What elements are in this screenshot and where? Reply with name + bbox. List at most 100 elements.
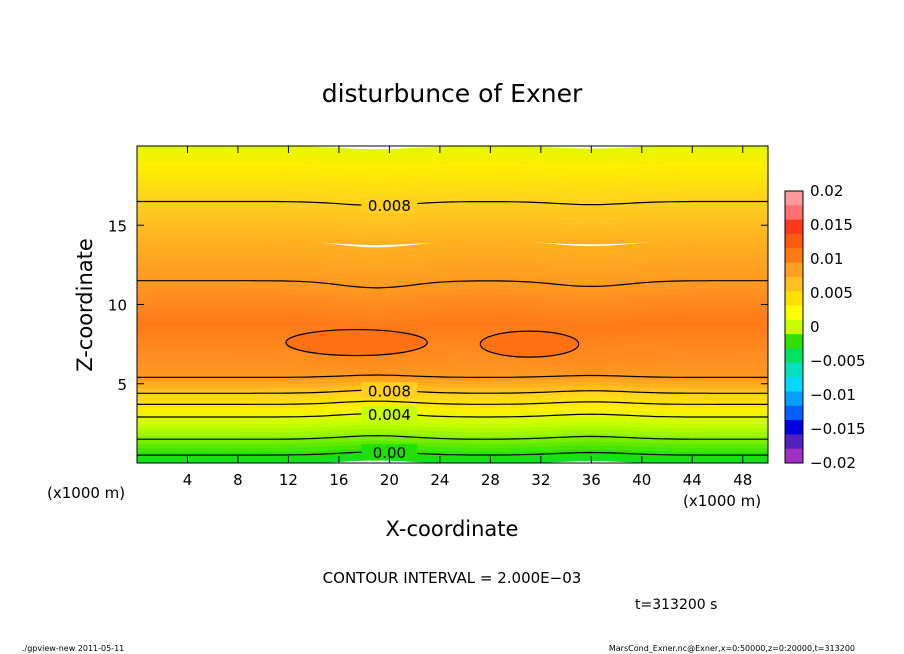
color-band <box>137 209 768 218</box>
color-band <box>137 146 768 154</box>
color-band <box>137 150 768 158</box>
x-axis-label: X-coordinate <box>386 517 519 541</box>
color-band <box>137 308 768 320</box>
color-bands <box>137 146 768 463</box>
colorbar-labels: 0.02 0.015 0.01 0.005 0 −0.005 −0.01 −0.015 −0.0… <box>810 182 866 472</box>
colorbar-label-7: −0.015 <box>810 420 866 438</box>
color-band <box>137 253 768 265</box>
color-band <box>137 316 768 328</box>
color-band <box>137 185 768 194</box>
colorbar-swatch-10 <box>785 334 803 349</box>
x-tick-label-10: 44 <box>683 471 702 489</box>
colorbar-swatch-18 <box>785 448 803 464</box>
contour-line <box>137 435 768 440</box>
colorbar-swatch-9 <box>785 319 803 335</box>
color-band <box>137 249 768 261</box>
color-band <box>137 332 768 344</box>
color-band <box>137 440 768 448</box>
contour-lines <box>137 197 768 461</box>
color-band <box>137 241 768 253</box>
x-tick-label-3: 16 <box>329 471 348 489</box>
colorbar-swatch-17 <box>785 434 803 450</box>
y-axis-label: Z-coordinate <box>73 238 97 372</box>
color-band <box>137 451 768 460</box>
color-band <box>137 225 768 234</box>
color-band <box>137 264 768 276</box>
contour-line <box>137 412 768 418</box>
color-band <box>137 189 768 198</box>
color-band <box>137 157 768 166</box>
contour-label-gap <box>361 405 418 422</box>
contour-line <box>137 200 768 206</box>
color-band <box>137 436 768 444</box>
color-band <box>137 245 768 257</box>
color-band <box>137 233 768 242</box>
x-tick-label-6: 28 <box>481 471 500 489</box>
contour-line <box>137 451 768 456</box>
color-band <box>137 193 768 202</box>
color-band <box>137 296 768 308</box>
contour-label-gap <box>361 382 418 399</box>
colorbar-swatch-5 <box>785 262 803 278</box>
color-band <box>137 424 768 433</box>
x-tick-label-8: 36 <box>582 471 601 489</box>
color-band <box>137 363 768 375</box>
colorbar-swatch-14 <box>785 391 803 407</box>
color-band <box>137 181 768 190</box>
colorbar-label-8: −0.02 <box>810 454 856 472</box>
footer-left: ./gpview-new 2011-05-11 <box>22 644 124 653</box>
y-tick-label-0: 5 <box>117 376 127 394</box>
color-band <box>137 432 768 440</box>
color-band <box>137 360 768 372</box>
color-band <box>137 444 768 452</box>
color-band <box>137 312 768 324</box>
x-tick-label-4: 20 <box>380 471 399 489</box>
colorbar-swatch-6 <box>785 276 803 292</box>
color-band <box>137 201 768 210</box>
color-band <box>137 213 768 222</box>
y-tick-labels: 5 10 15 <box>108 217 127 394</box>
y-tick-label-2: 15 <box>108 217 127 235</box>
contour-label-7: 0.008 <box>368 197 411 215</box>
color-band <box>137 161 768 170</box>
colorbar-label-4: 0 <box>810 318 820 336</box>
color-band <box>137 348 768 360</box>
colorbar-swatch-16 <box>785 420 803 435</box>
colorbar-swatch-7 <box>785 291 803 307</box>
color-band <box>137 229 768 238</box>
color-band <box>137 300 768 312</box>
contour-interval-annotation: CONTOUR INTERVAL = 2.000E−03 <box>323 569 582 587</box>
colorbar-swatch-8 <box>785 305 803 321</box>
color-band <box>137 268 768 280</box>
color-band <box>137 153 768 162</box>
color-band <box>137 328 768 340</box>
x-tick-label-1: 8 <box>233 471 243 489</box>
color-band <box>137 356 768 368</box>
color-band <box>137 177 768 186</box>
color-band <box>137 165 768 174</box>
colorbar-swatch-4 <box>785 248 803 264</box>
color-band <box>137 205 768 214</box>
color-band <box>137 292 768 304</box>
color-band <box>137 272 768 284</box>
color-band <box>137 324 768 336</box>
contour-label-gap <box>361 197 418 214</box>
chart-title: disturbunce of Exner <box>322 79 583 108</box>
colorbar-label-2: 0.01 <box>810 250 843 268</box>
color-band <box>137 169 768 178</box>
colorbar-swatch-3 <box>785 233 803 249</box>
color-band <box>137 352 768 364</box>
color-band <box>137 380 768 389</box>
color-band <box>137 384 768 393</box>
colorbar-label-0: 0.02 <box>810 182 843 200</box>
x-unit-left: (x1000 m) <box>47 484 125 502</box>
x-unit-right: (x1000 m) <box>683 492 761 510</box>
color-band <box>137 428 768 437</box>
colorbar-label-3: 0.005 <box>810 284 853 302</box>
closed-contour-cell-1 <box>479 330 580 358</box>
color-band <box>137 320 768 332</box>
contour-label-0: 0.00 <box>373 444 406 462</box>
colorbar-swatch-2 <box>785 219 803 235</box>
contour-label-2: 0.004 <box>368 406 411 424</box>
